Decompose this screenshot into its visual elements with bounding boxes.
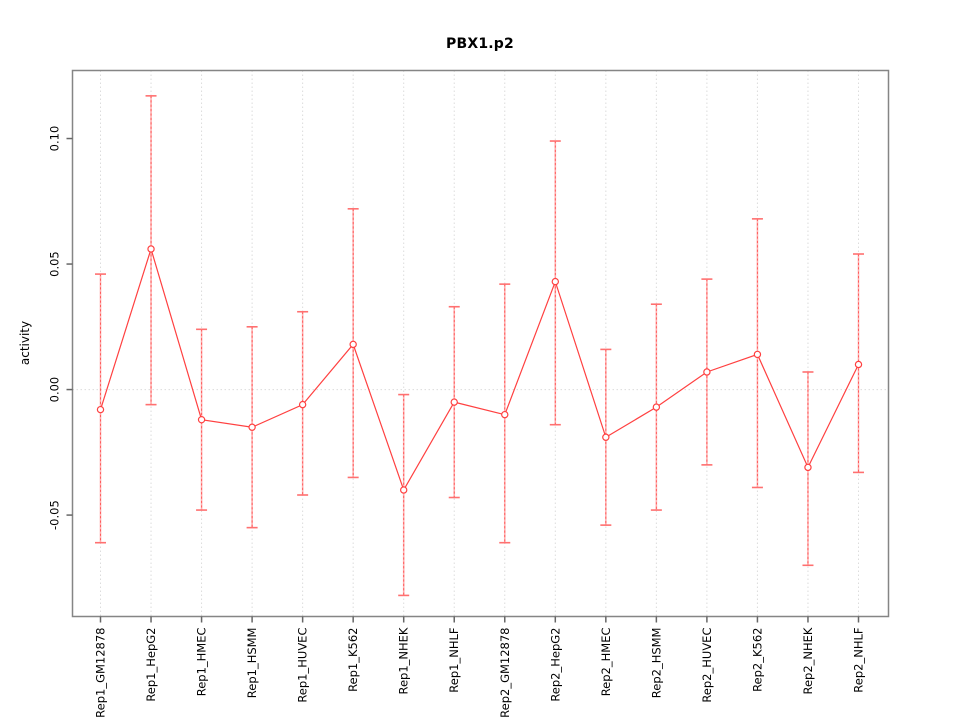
x-tick-label: Rep2_HUVEC xyxy=(700,628,714,703)
data-point-Rep2_GM12878 xyxy=(501,410,509,419)
y-tick-label: 0.05 xyxy=(48,251,62,277)
x-tick-label: Rep1_HMEC xyxy=(195,628,209,697)
x-tick-label: Rep1_NHEK xyxy=(397,627,411,694)
data-point-Rep2_K562 xyxy=(753,350,762,359)
data-point-Rep2_HUVEC xyxy=(703,368,711,376)
data-point-Rep2_HSMM xyxy=(652,403,661,411)
y-tick-label: 0.00 xyxy=(48,377,62,403)
x-tick-label: Rep1_HepG2 xyxy=(144,628,158,702)
x-tick-label: Rep2_HSMM xyxy=(649,628,663,699)
x-tick-label: Rep2_GM12878 xyxy=(498,628,512,718)
x-tick-label: Rep1_K562 xyxy=(346,628,360,692)
x-tick-label: Rep2_NHLF xyxy=(852,628,866,693)
data-point-Rep1_HSMM xyxy=(248,423,256,431)
x-tick-label: Rep2_HMEC xyxy=(599,628,613,697)
data-point-Rep1_GM12878 xyxy=(96,405,105,414)
x-tick-label: Rep2_K562 xyxy=(750,628,764,692)
data-point-Rep1_HMEC xyxy=(197,415,206,424)
data-point-Rep2_HMEC xyxy=(602,433,610,441)
y-tick-label: -0.05 xyxy=(48,500,62,530)
x-tick-label: Rep1_HUVEC xyxy=(296,628,310,703)
x-tick-label: Rep1_NHLF xyxy=(447,628,461,693)
series-line xyxy=(99,246,860,492)
x-tick-label: Rep2_NHEK xyxy=(801,627,815,694)
data-point-Rep2_NHEK xyxy=(804,463,812,472)
data-point-Rep1_NHEK xyxy=(400,486,408,494)
data-point-Rep2_HepG2 xyxy=(551,277,560,286)
y-tick-label: 0.10 xyxy=(48,126,62,152)
chart-title: PBX1.p2 xyxy=(446,36,514,52)
data-point-Rep1_HUVEC xyxy=(298,400,307,409)
data-point-Rep2_NHLF xyxy=(854,360,863,369)
plot-frame xyxy=(71,69,890,618)
x-tick-label: Rep1_HSMM xyxy=(245,628,259,699)
data-point-Rep1_HepG2 xyxy=(147,245,155,253)
data-point-Rep1_NHLF xyxy=(450,398,458,406)
x-tick-label: Rep1_GM12878 xyxy=(94,628,108,718)
x-tick-label: Rep2_HepG2 xyxy=(548,628,562,702)
data-point-Rep1_K562 xyxy=(349,340,357,349)
